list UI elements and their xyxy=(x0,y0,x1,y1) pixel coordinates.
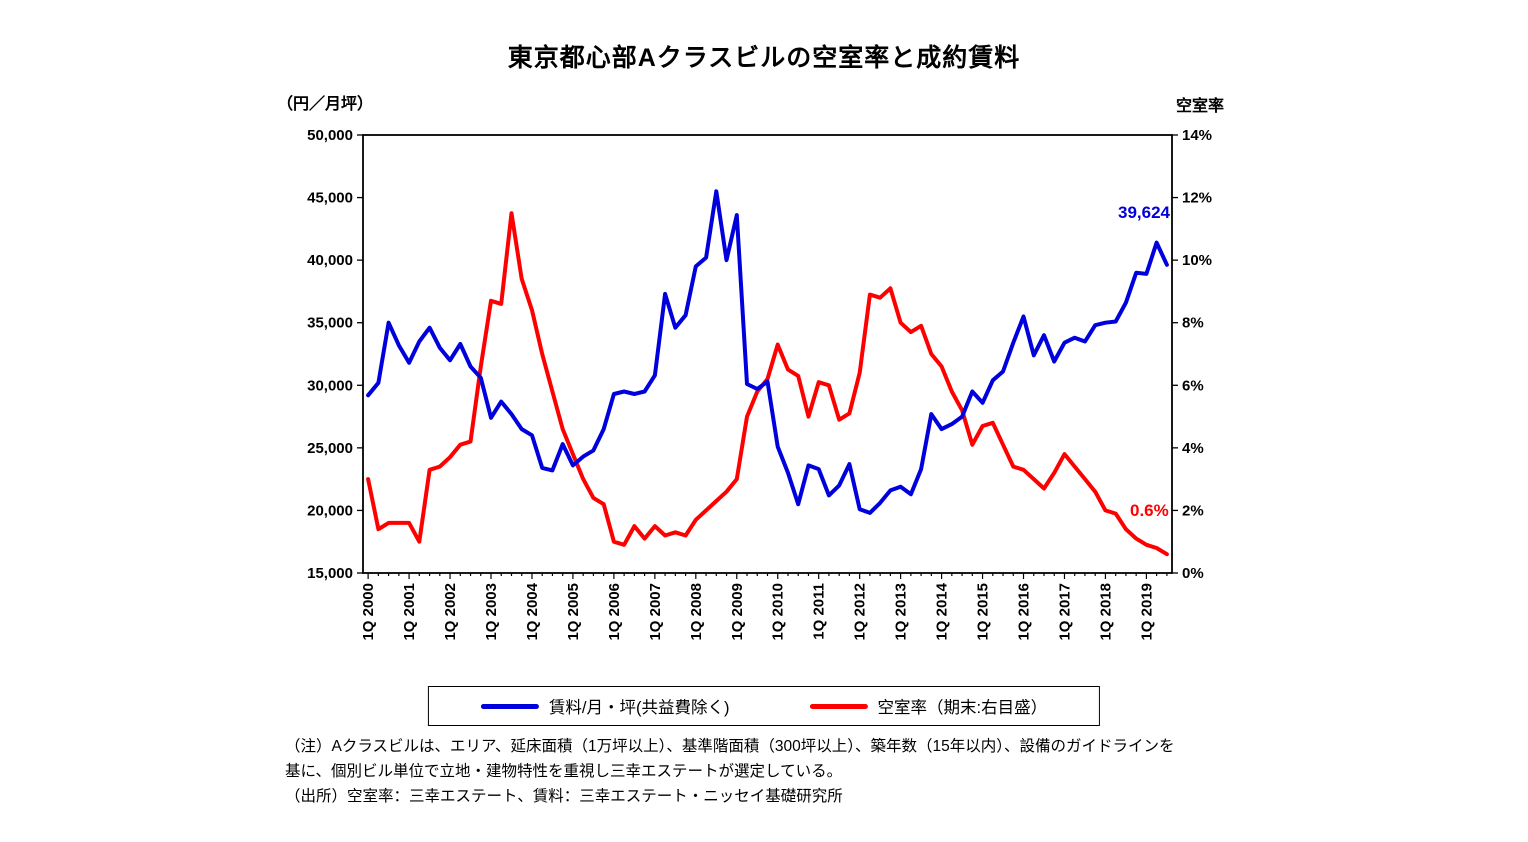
svg-text:1Q 2003: 1Q 2003 xyxy=(483,583,500,641)
svg-text:12%: 12% xyxy=(1182,190,1212,207)
svg-text:1Q 2013: 1Q 2013 xyxy=(893,583,910,641)
svg-text:1Q 2009: 1Q 2009 xyxy=(729,583,746,641)
legend-item-rent: 賃料/月・坪(共益費除く) xyxy=(480,694,730,718)
svg-text:1Q 2006: 1Q 2006 xyxy=(606,583,623,641)
svg-text:0%: 0% xyxy=(1182,565,1204,582)
note-line-1: （注）Aクラスビルは、エリア、延床面積（1万坪以上）、基準階面積（300坪以上）… xyxy=(285,738,1175,755)
svg-text:8%: 8% xyxy=(1182,315,1204,332)
svg-text:20,000: 20,000 xyxy=(307,502,353,519)
svg-text:1Q 2018: 1Q 2018 xyxy=(1097,583,1114,641)
vacancy-last-value-label: 0.6% xyxy=(1130,501,1169,520)
legend-item-rent-label: 賃料/月・坪(共益費除く) xyxy=(548,699,730,717)
page-title: 東京都心部Aクラスビルの空室率と成約賃料 xyxy=(507,44,1021,72)
rent-line-swatch xyxy=(480,703,539,709)
footnotes: （注）Aクラスビルは、エリア、延床面積（1万坪以上）、基準階面積（300坪以上）… xyxy=(285,734,1174,809)
svg-text:1Q 2001: 1Q 2001 xyxy=(401,583,418,641)
svg-text:1Q 2019: 1Q 2019 xyxy=(1138,583,1155,641)
svg-text:1Q 2010: 1Q 2010 xyxy=(770,583,787,641)
svg-text:1Q 2011: 1Q 2011 xyxy=(811,583,828,640)
svg-text:1Q 2000: 1Q 2000 xyxy=(360,583,377,641)
svg-text:1Q 2005: 1Q 2005 xyxy=(565,583,582,641)
svg-text:1Q 2007: 1Q 2007 xyxy=(647,583,664,641)
legend-item-vacancy: 空室率（期末:右目盛） xyxy=(809,694,1047,718)
svg-text:1Q 2015: 1Q 2015 xyxy=(975,583,992,641)
svg-text:15,000: 15,000 xyxy=(307,565,353,582)
right-axis-title-label: 空室率 xyxy=(1176,98,1225,115)
svg-text:6%: 6% xyxy=(1182,377,1204,394)
note-line-2: 基に、個別ビル単位で立地・建物特性を重視し三幸エステートが選定している。 xyxy=(285,763,843,780)
legend-item-vacancy-label: 空室率（期末:右目盛） xyxy=(877,699,1048,717)
svg-text:2%: 2% xyxy=(1182,502,1204,519)
svg-text:35,000: 35,000 xyxy=(307,315,353,332)
rent-last-value-label: 39,624 xyxy=(1118,203,1170,222)
svg-text:30,000: 30,000 xyxy=(307,377,353,394)
legend: 賃料/月・坪(共益費除く) 空室率（期末:右目盛） xyxy=(427,686,1101,726)
svg-text:1Q 2017: 1Q 2017 xyxy=(1056,583,1073,641)
svg-text:45,000: 45,000 xyxy=(307,190,353,207)
svg-text:4%: 4% xyxy=(1182,440,1204,457)
svg-text:14%: 14% xyxy=(1182,127,1212,144)
svg-text:1Q 2004: 1Q 2004 xyxy=(524,582,541,640)
svg-text:10%: 10% xyxy=(1182,252,1212,269)
svg-text:25,000: 25,000 xyxy=(307,440,353,457)
svg-text:1Q 2008: 1Q 2008 xyxy=(688,583,705,641)
svg-text:1Q 2016: 1Q 2016 xyxy=(1016,583,1033,641)
svg-text:1Q 2012: 1Q 2012 xyxy=(852,583,869,641)
svg-text:40,000: 40,000 xyxy=(307,252,353,269)
note-line-3: （出所）空室率：三幸エステート、賃料：三幸エステート・ニッセイ基礎研究所 xyxy=(285,788,843,805)
vacancy-line-swatch xyxy=(809,703,868,709)
svg-text:1Q 2002: 1Q 2002 xyxy=(442,583,459,641)
left-axis-unit-label: （円／月坪） xyxy=(277,96,374,113)
svg-text:50,000: 50,000 xyxy=(307,127,353,144)
svg-text:1Q 2014: 1Q 2014 xyxy=(934,582,951,640)
